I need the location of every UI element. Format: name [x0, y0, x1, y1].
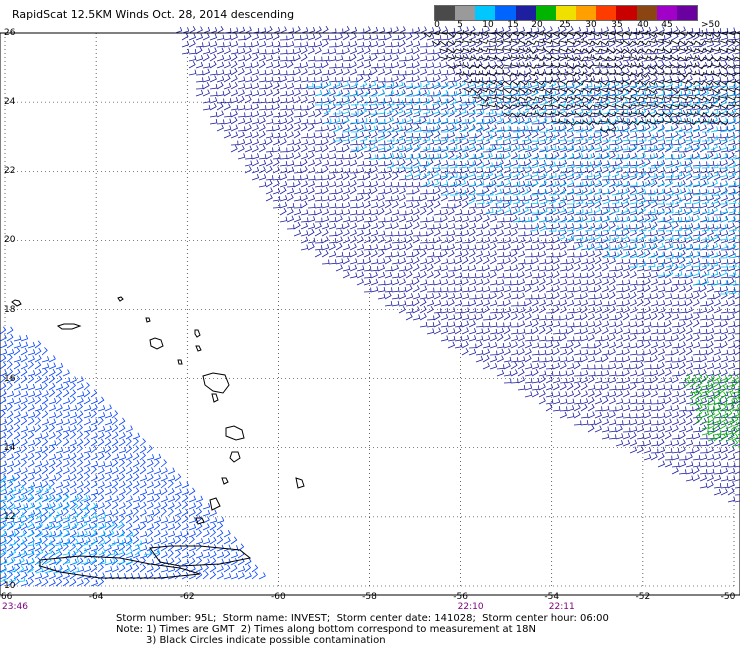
legend-swatch [435, 6, 456, 20]
wind-barbs [423, 30, 740, 134]
map-title: RapidScat 12.5KM Winds Oct. 28, 2014 des… [12, 8, 295, 21]
latitude-label: 26 [4, 28, 16, 38]
wind-speed-legend [434, 5, 698, 21]
longitude-label: -58 [362, 592, 377, 602]
latitude-label: 16 [4, 373, 16, 384]
legend-swatch [676, 6, 698, 20]
footer-line-3: 3) Black Circles indicate possible conta… [146, 635, 386, 646]
longitude-label: -62 [179, 592, 195, 602]
wind-barb-swaths [0, 25, 740, 587]
wind-barb-group [683, 373, 740, 448]
island [56, 323, 82, 330]
island [177, 359, 183, 365]
time-label: 22:10 [457, 602, 484, 612]
longitude-label: -52 [635, 592, 651, 602]
legend-label: 0 [434, 20, 440, 30]
footer-notes: Storm number: 95L; Storm name: INVEST; S… [0, 613, 740, 646]
legend-swatch [616, 6, 637, 20]
longitude-label: -56 [453, 592, 468, 602]
legend-label: 45 [661, 20, 673, 30]
legend-label: 10 [482, 20, 494, 30]
time-label: 23:46 [2, 602, 28, 612]
island [39, 555, 201, 579]
latitude-label: 14 [4, 442, 16, 453]
latitude-label: 24 [4, 97, 16, 108]
time-label: 22:11 [548, 602, 575, 612]
latitude-label: 20 [4, 235, 16, 246]
legend-swatch [535, 6, 556, 20]
legend-swatch [636, 6, 657, 20]
longitude-label: -60 [271, 592, 286, 602]
island [11, 299, 22, 307]
legend-label: 35 [611, 20, 623, 30]
legend-label: 20 [531, 20, 543, 30]
longitude-label: -54 [544, 592, 560, 602]
island [195, 345, 202, 352]
caribbean-islands [11, 296, 305, 579]
legend-swatch [656, 6, 677, 20]
footer-line-1: Storm number: 95L; Storm name: INVEST; S… [116, 613, 609, 624]
island [209, 497, 221, 511]
legend-swatch [515, 6, 536, 20]
island [117, 296, 124, 302]
longitude-label: -50 [720, 592, 736, 602]
island [145, 317, 151, 323]
legend-swatch [576, 6, 597, 20]
wind-barbs [0, 475, 160, 583]
longitude-label: -66 [0, 592, 13, 602]
wind-barbs [305, 80, 740, 295]
legend-label: 5 [457, 20, 463, 30]
legend-swatch [555, 6, 577, 20]
legend-swatch [596, 6, 617, 20]
latitude-label: 22 [4, 166, 16, 177]
legend-label: 40 [637, 20, 649, 30]
footer-line-2: Note: 1) Times are GMT 2) Times along bo… [116, 624, 536, 635]
island [149, 337, 164, 350]
wind-barb-group [174, 25, 740, 503]
map-frame [0, 32, 740, 596]
legend-label: 30 [585, 20, 597, 30]
island [194, 329, 201, 338]
island [225, 425, 245, 441]
island [211, 393, 219, 403]
island [195, 517, 205, 525]
latitude-label: 18 [4, 304, 16, 315]
island [202, 372, 230, 394]
legend-swatch [455, 6, 476, 20]
wind-barbs [174, 25, 740, 503]
legend-label: 25 [559, 20, 571, 30]
legend-swatch [475, 6, 496, 20]
legend-label: 15 [507, 20, 519, 30]
wind-barb-group [305, 80, 740, 295]
island [295, 477, 305, 489]
island [221, 477, 229, 485]
longitude-label: -64 [88, 592, 104, 602]
legend-swatch [495, 6, 516, 20]
wind-barbs [683, 373, 740, 448]
latitude-label: 10 [4, 581, 16, 591]
wind-barb-group [0, 475, 160, 583]
island [229, 451, 241, 463]
wind-barb-group [423, 30, 740, 134]
latitude-label: 12 [4, 511, 16, 522]
island [149, 545, 252, 567]
